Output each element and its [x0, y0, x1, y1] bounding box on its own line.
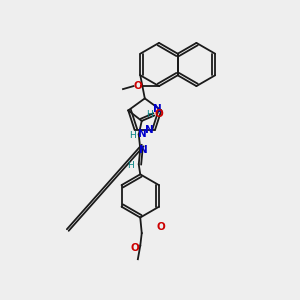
Text: O: O	[130, 243, 139, 253]
Text: N: N	[145, 125, 154, 135]
Text: N: N	[138, 129, 147, 140]
Text: H: H	[127, 160, 134, 169]
Text: H: H	[147, 110, 153, 119]
Text: H: H	[129, 131, 136, 140]
Text: O: O	[134, 81, 142, 91]
Text: O: O	[157, 222, 166, 232]
Text: N: N	[153, 104, 162, 114]
Text: N: N	[140, 145, 148, 155]
Text: O: O	[154, 109, 163, 119]
